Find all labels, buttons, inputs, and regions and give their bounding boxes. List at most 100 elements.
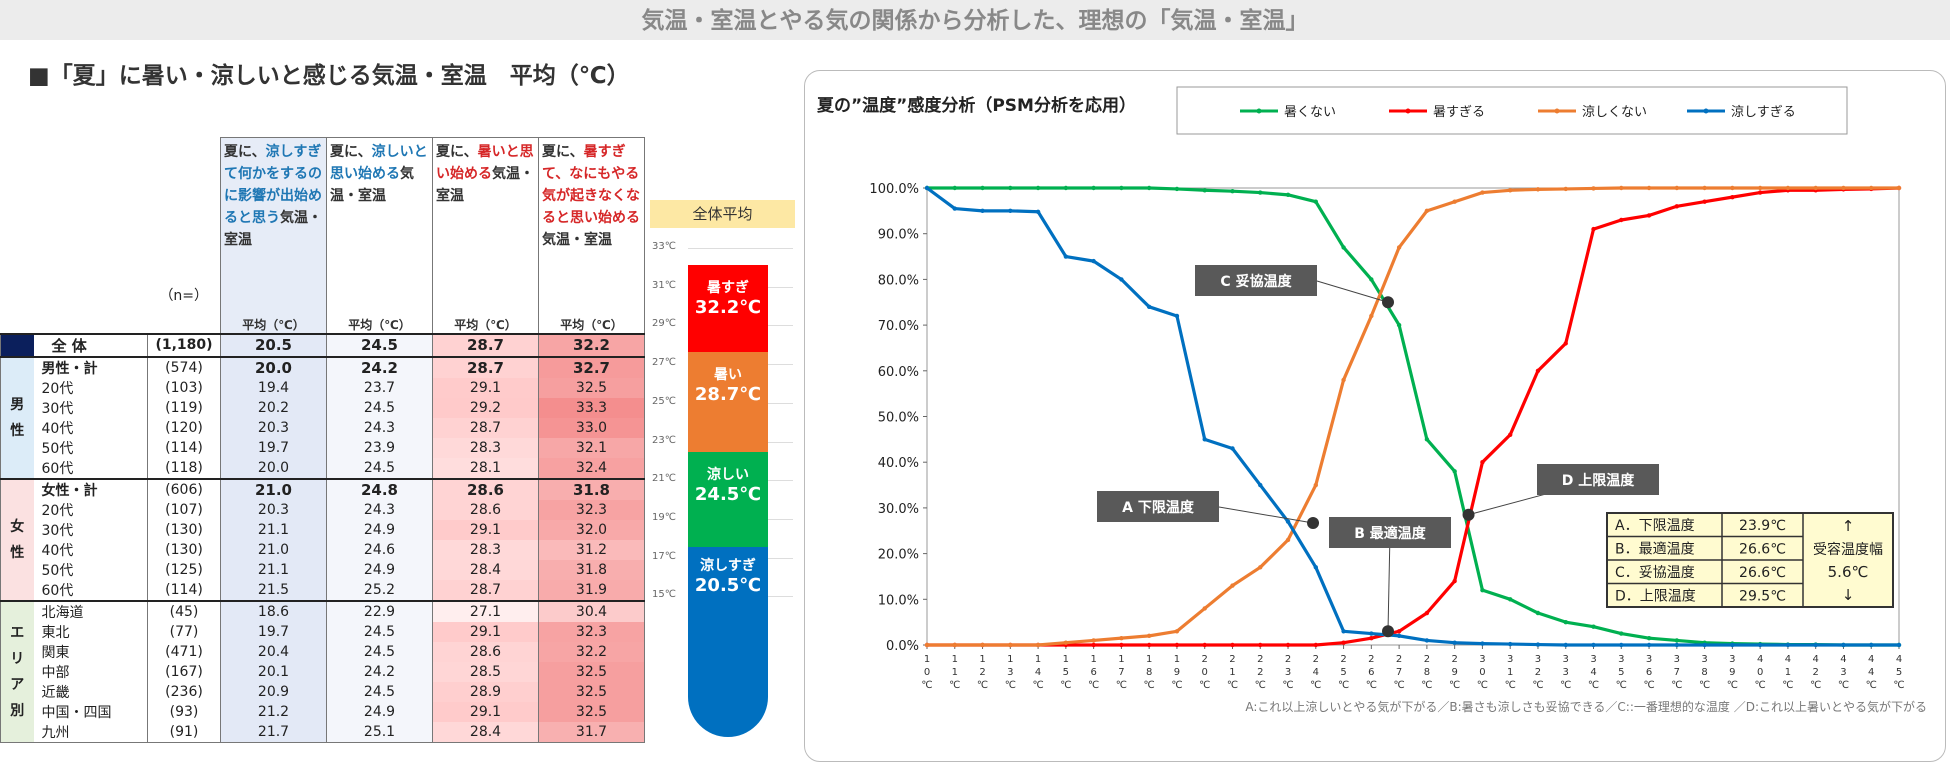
- data-point: [1035, 185, 1041, 191]
- x-tick-label: 2 6 ℃: [1366, 654, 1377, 691]
- data-point: [1535, 642, 1541, 647]
- x-tick-label: 3 7 ℃: [1671, 654, 1682, 691]
- row-n: (118): [147, 457, 221, 479]
- value-cell: 21.1: [220, 559, 327, 580]
- value-cell: 32.3: [538, 621, 645, 642]
- question-text: 暑いと思い始める: [436, 144, 534, 182]
- legend-label: 暑すぎる: [1433, 105, 1485, 120]
- data-point: [1313, 199, 1318, 204]
- value-cell: 32.5: [538, 377, 645, 398]
- x-tick-label: 3 6 ℃: [1643, 654, 1654, 691]
- data-point: [1424, 638, 1430, 643]
- x-tick-label: 3 2 ℃: [1532, 654, 1543, 691]
- value-cell: 31.2: [538, 539, 645, 560]
- value-cell: 28.4: [432, 559, 539, 580]
- data-point: [1619, 185, 1624, 191]
- value-cell: 19.4: [220, 377, 327, 398]
- overall-label: 全 体: [33, 332, 148, 358]
- table-row: 40代 (130) 21.0 24.6 28.3 31.2: [1, 539, 645, 560]
- question-text: 涼しいと思い始める: [330, 144, 428, 182]
- scale-label: 19℃: [652, 511, 676, 523]
- column-header: 夏に、涼しいと思い始める気温・室温 平均（℃）: [326, 137, 433, 334]
- x-tick-label: 2 5 ℃: [1338, 654, 1349, 691]
- row-n: (130): [147, 539, 221, 560]
- n-header: （n=）: [159, 287, 209, 304]
- table-row: 中国・四国 (93) 21.2 24.9 29.1 32.5: [1, 701, 645, 722]
- data-point: [1202, 437, 1207, 442]
- x-tick-label: 2 8 ℃: [1421, 654, 1432, 691]
- value-cell: 32.2: [538, 641, 645, 662]
- data-point: [1174, 642, 1180, 648]
- data-point: [1341, 640, 1346, 645]
- data-point: [980, 185, 985, 191]
- segment-value: 28.7℃: [694, 384, 762, 405]
- question-text: 夏に、: [224, 144, 266, 160]
- annotation-leader: [1218, 506, 1314, 524]
- data-point: [1591, 642, 1596, 648]
- data-point: [1424, 437, 1430, 442]
- data-point: [1341, 245, 1346, 250]
- data-point: [1563, 341, 1568, 346]
- value-cell: 19.7: [220, 621, 327, 642]
- data-point: [1785, 185, 1791, 191]
- chart-panel: 夏の”温度”感度分析（PSM分析を応用） 暑くない 暑すぎる 涼しくない 涼しすぎる 0.…: [804, 70, 1946, 762]
- data-point: [1508, 597, 1513, 602]
- x-tick-label: 2 4 ℃: [1310, 654, 1321, 691]
- value-cell: 24.5: [326, 621, 433, 642]
- x-tick-label: 2 1 ℃: [1227, 654, 1238, 691]
- x-tick-label: 3 4 ℃: [1588, 654, 1599, 691]
- value-cell: 28.7: [432, 579, 539, 601]
- question-text: 気温・室温: [330, 166, 414, 204]
- value-cell: 21.7: [220, 721, 327, 743]
- data-point: [1146, 633, 1152, 639]
- value-cell: 21.0: [220, 539, 327, 560]
- unit-label: 平均（℃）: [560, 317, 623, 332]
- value-cell: 32.7: [538, 356, 645, 378]
- data-point: [1258, 642, 1263, 648]
- x-tick-label: 1 5 ℃: [1060, 654, 1071, 691]
- row-label: 中国・四国: [41, 704, 112, 721]
- value-cell: 24.9: [326, 519, 433, 540]
- scale-label: 15℃: [652, 589, 676, 601]
- value-cell: 28.1: [432, 457, 539, 479]
- thermometer-segment: 暑すぎ 32.2℃: [688, 265, 768, 352]
- data-point: [1230, 188, 1235, 194]
- row-n: (130): [147, 519, 221, 540]
- unit-label: 平均（℃）: [348, 317, 411, 332]
- question-text: 暑すぎて、なにもやる気が起きなくなると思い始める: [542, 144, 640, 226]
- column-header: 夏に、暑いと思い始める気温・室温 平均（℃）: [432, 137, 539, 334]
- data-point: [1508, 641, 1513, 647]
- table-row: 男 性男性・計 (574) 20.0 24.2 28.7 32.7: [0, 356, 645, 479]
- summary-value: 23.9℃: [1739, 518, 1786, 534]
- value-cell: 24.2: [326, 661, 433, 682]
- row-label: 60代: [41, 460, 74, 477]
- summary-value: 26.6℃: [1739, 542, 1786, 558]
- table-row: 60代 (114) 21.5 25.2 28.7 31.9: [1, 579, 645, 601]
- table-row: エ リ ア 別北海道 (45) 18.6 22.9 27.1 30.4: [0, 599, 645, 743]
- data-point: [1674, 204, 1680, 209]
- data-point: [1008, 185, 1013, 191]
- data-point: [1730, 642, 1735, 648]
- overall-row: 全 体 (1,180) 20.5 24.5 28.7 32.2: [0, 332, 645, 358]
- x-tick-label: 2 0 ℃: [1199, 654, 1210, 691]
- value-cell: 31.9: [538, 579, 645, 601]
- data-point: [1452, 469, 1457, 474]
- value-cell: 31.8: [538, 559, 645, 580]
- data-point: [1535, 368, 1541, 373]
- row-label: 九州: [33, 721, 148, 743]
- data-point: [1757, 642, 1763, 648]
- value-cell: 24.8: [326, 477, 433, 500]
- data-point: [1480, 460, 1485, 465]
- y-tick-label: 70.0%: [878, 319, 919, 334]
- data-point: [1646, 185, 1652, 191]
- table-row: 60代 (118) 20.0 24.5 28.1 32.4: [1, 457, 645, 479]
- scale-label: 21℃: [652, 473, 676, 485]
- x-tick-label: 3 9 ℃: [1727, 654, 1738, 691]
- question-text: 涼しすぎて何かをするのに影響が出始めると思う: [224, 144, 322, 226]
- value-cell: 24.5: [326, 681, 433, 702]
- row-n: (91): [147, 721, 221, 743]
- value-cell: 24.6: [326, 539, 433, 560]
- data-point: [1869, 185, 1874, 191]
- table-row: 関東 (471) 20.4 24.5 28.6 32.2: [1, 641, 645, 662]
- value-cell: 32.0: [538, 519, 645, 540]
